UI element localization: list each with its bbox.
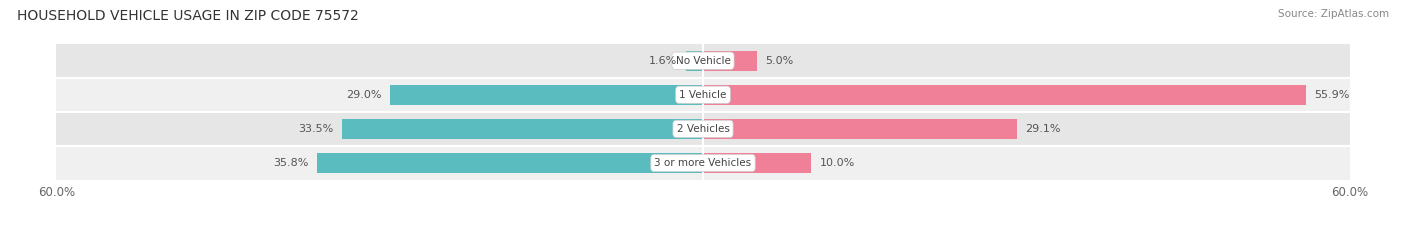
Text: 10.0%: 10.0% (820, 158, 855, 168)
Text: 35.8%: 35.8% (273, 158, 308, 168)
Bar (342, 119, 703, 139)
Text: 33.5%: 33.5% (298, 124, 333, 134)
Bar (703, 85, 1306, 105)
Text: 1.6%: 1.6% (650, 56, 678, 66)
Text: 5.0%: 5.0% (765, 56, 794, 66)
Bar (703, 119, 1017, 139)
Text: 2 Vehicles: 2 Vehicles (676, 124, 730, 134)
Text: HOUSEHOLD VEHICLE USAGE IN ZIP CODE 75572: HOUSEHOLD VEHICLE USAGE IN ZIP CODE 7557… (17, 9, 359, 23)
Bar (703, 153, 811, 173)
Bar (56, 44, 1350, 78)
Bar (703, 51, 756, 71)
Bar (318, 153, 703, 173)
Bar (56, 146, 1350, 180)
Text: 29.1%: 29.1% (1025, 124, 1060, 134)
Text: Source: ZipAtlas.com: Source: ZipAtlas.com (1278, 9, 1389, 19)
Bar (56, 78, 1350, 112)
Text: 29.0%: 29.0% (346, 90, 382, 100)
Text: 1 Vehicle: 1 Vehicle (679, 90, 727, 100)
Bar (391, 85, 703, 105)
Bar (56, 112, 1350, 146)
Text: 55.9%: 55.9% (1315, 90, 1350, 100)
Bar (686, 51, 703, 71)
Text: 3 or more Vehicles: 3 or more Vehicles (654, 158, 752, 168)
Text: No Vehicle: No Vehicle (675, 56, 731, 66)
